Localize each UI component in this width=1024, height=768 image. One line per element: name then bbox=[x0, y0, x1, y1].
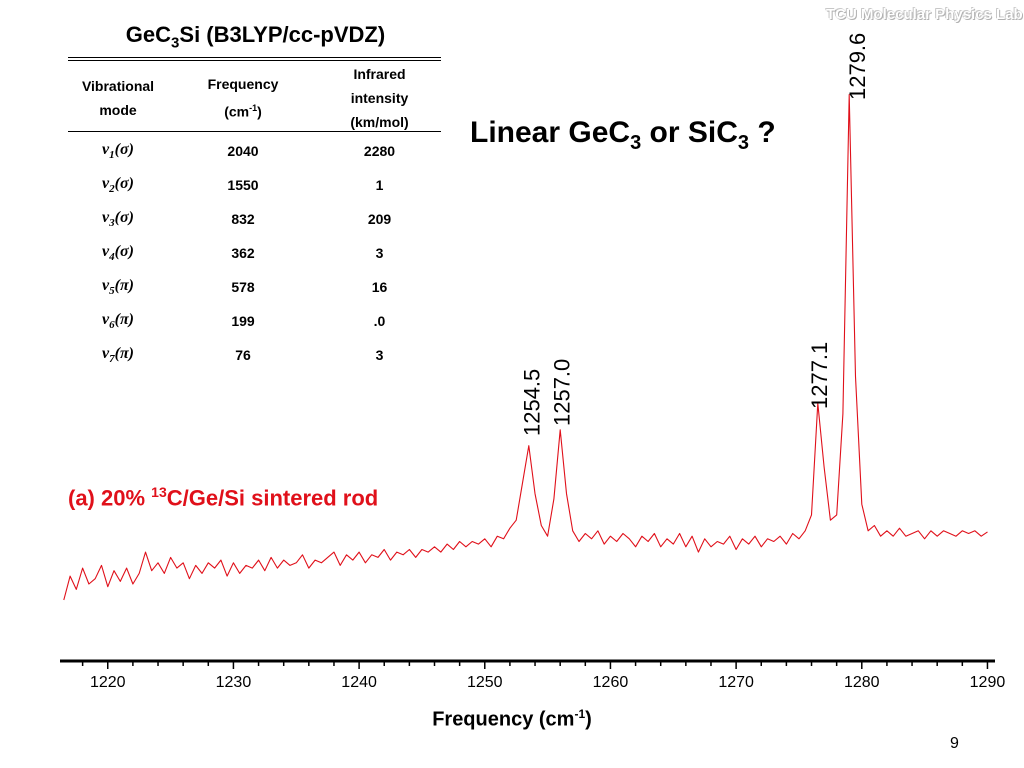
sample-label-post: C/Ge/Si sintered rod bbox=[166, 485, 379, 511]
cell-intensity: 3 bbox=[375, 245, 384, 261]
cell-frequency: 832 bbox=[231, 211, 255, 227]
x-tick-label: 1240 bbox=[341, 674, 377, 691]
question-sub-1: 3 bbox=[630, 132, 642, 154]
lab-watermark-logo: TCU Molecular Physics Lab bbox=[826, 6, 1023, 23]
peak-label: 1257.0 bbox=[549, 359, 574, 426]
header-frequency: Frequency (cm-1) bbox=[168, 62, 318, 134]
slide-question-heading: Linear GeC3 or SiC3 ? bbox=[470, 116, 776, 155]
table-row: v1(σ) 2040 2280 bbox=[68, 134, 441, 168]
peak-label: 1254.5 bbox=[519, 369, 544, 436]
header-ir-line1: Infrared bbox=[353, 66, 406, 82]
table-title-rest: Si (B3LYP/cc-pVDZ) bbox=[179, 22, 386, 47]
page-number: 9 bbox=[950, 735, 959, 752]
cell-frequency: 199 bbox=[231, 313, 255, 329]
sample-label: (a) 20% 13C/Ge/Si sintered rod bbox=[68, 484, 378, 511]
cell-intensity: 209 bbox=[367, 211, 392, 227]
table-top-rule bbox=[68, 57, 441, 58]
x-tick-label: 1290 bbox=[970, 674, 1006, 691]
table-title-subscript: 3 bbox=[171, 34, 180, 52]
table-row: v2(σ) 1550 1 bbox=[68, 168, 441, 202]
peak-label: 1279.6 bbox=[845, 33, 870, 100]
cell-frequency: 578 bbox=[231, 279, 255, 295]
cell-frequency: 362 bbox=[231, 245, 255, 261]
cell-intensity: 16 bbox=[371, 279, 388, 295]
peak-label: 1277.1 bbox=[807, 342, 832, 409]
cell-intensity: 1 bbox=[375, 177, 384, 193]
header-infrared-intensity: Infrared intensity (km/mol) bbox=[318, 62, 441, 134]
cell-mode: v5(π) bbox=[102, 276, 134, 298]
table-row: v6(π) 199 .0 bbox=[68, 304, 441, 338]
table-row: v5(π) 578 16 bbox=[68, 270, 441, 304]
header-mode-line2: mode bbox=[99, 102, 137, 118]
x-tick-label: 1250 bbox=[467, 674, 503, 691]
table-row: v7(π) 76 3 bbox=[68, 338, 441, 372]
cell-frequency: 1550 bbox=[227, 177, 259, 193]
table-title: GeC3Si (B3LYP/cc-pVDZ) bbox=[68, 22, 443, 51]
table-row: v3(σ) 832 209 bbox=[68, 202, 441, 236]
x-tick-label: 1270 bbox=[718, 674, 754, 691]
cell-intensity: 2280 bbox=[363, 143, 396, 159]
x-tick-label: 1230 bbox=[216, 674, 252, 691]
x-tick-label: 1220 bbox=[90, 674, 126, 691]
cell-mode: v2(σ) bbox=[102, 174, 134, 196]
peak-labels: 1254.5 1257.0 1277.1 1279.6 bbox=[519, 33, 869, 436]
question-part-3: ? bbox=[749, 116, 776, 149]
header-ir-line2: intensity bbox=[350, 90, 409, 106]
sample-label-isotope: 13 bbox=[151, 484, 167, 500]
table-top-rule-2 bbox=[68, 60, 441, 61]
header-ir-line3: (km/mol) bbox=[350, 114, 409, 130]
header-vibrational-mode: Vibrational mode bbox=[68, 62, 168, 134]
cell-frequency: 76 bbox=[235, 347, 251, 363]
question-part-1: Linear GeC bbox=[470, 116, 631, 149]
header-freq-line1: Frequency bbox=[207, 76, 279, 93]
x-axis-label: Frequency (cm-1) bbox=[0, 707, 1024, 732]
cell-intensity: .0 bbox=[373, 313, 386, 329]
x-axis-label-text: Frequency (cm bbox=[432, 708, 575, 731]
header-mode-line1: Vibrational bbox=[81, 78, 155, 94]
header-freq-unit: (cm bbox=[224, 103, 250, 120]
sample-label-pre: (a) 20% bbox=[68, 485, 152, 511]
table-header-rule bbox=[68, 131, 441, 132]
cell-mode: v6(π) bbox=[102, 310, 134, 332]
x-tick-label: 1280 bbox=[844, 674, 880, 691]
spectrum-series bbox=[63, 94, 988, 601]
cell-mode: v3(σ) bbox=[102, 208, 134, 230]
cell-mode: v7(π) bbox=[102, 344, 134, 366]
x-axis-label-sup: -1 bbox=[574, 707, 586, 721]
cell-mode: v1(σ) bbox=[102, 140, 134, 162]
header-freq-line2: (cm-1) bbox=[168, 96, 318, 124]
question-sub-2: 3 bbox=[737, 132, 749, 154]
x-axis-label-close: ) bbox=[585, 708, 592, 731]
x-tick-label: 1260 bbox=[593, 674, 629, 691]
header-freq-sup: -1 bbox=[249, 103, 258, 114]
header-freq-close: ) bbox=[257, 103, 262, 120]
vibrational-modes-table: Vibrational mode Frequency (cm-1) Infrar… bbox=[68, 62, 441, 372]
cell-mode: v4(σ) bbox=[102, 242, 134, 264]
table-row: v4(σ) 362 3 bbox=[68, 236, 441, 270]
x-axis: 1220 1230 1240 1250 1260 1270 1280 1290 bbox=[60, 659, 1006, 691]
cell-frequency: 2040 bbox=[227, 143, 259, 159]
cell-intensity: 3 bbox=[375, 347, 384, 363]
spectrum-line bbox=[63, 94, 988, 601]
question-part-2: or SiC bbox=[641, 116, 738, 149]
table-title-main: GeC bbox=[125, 22, 172, 47]
